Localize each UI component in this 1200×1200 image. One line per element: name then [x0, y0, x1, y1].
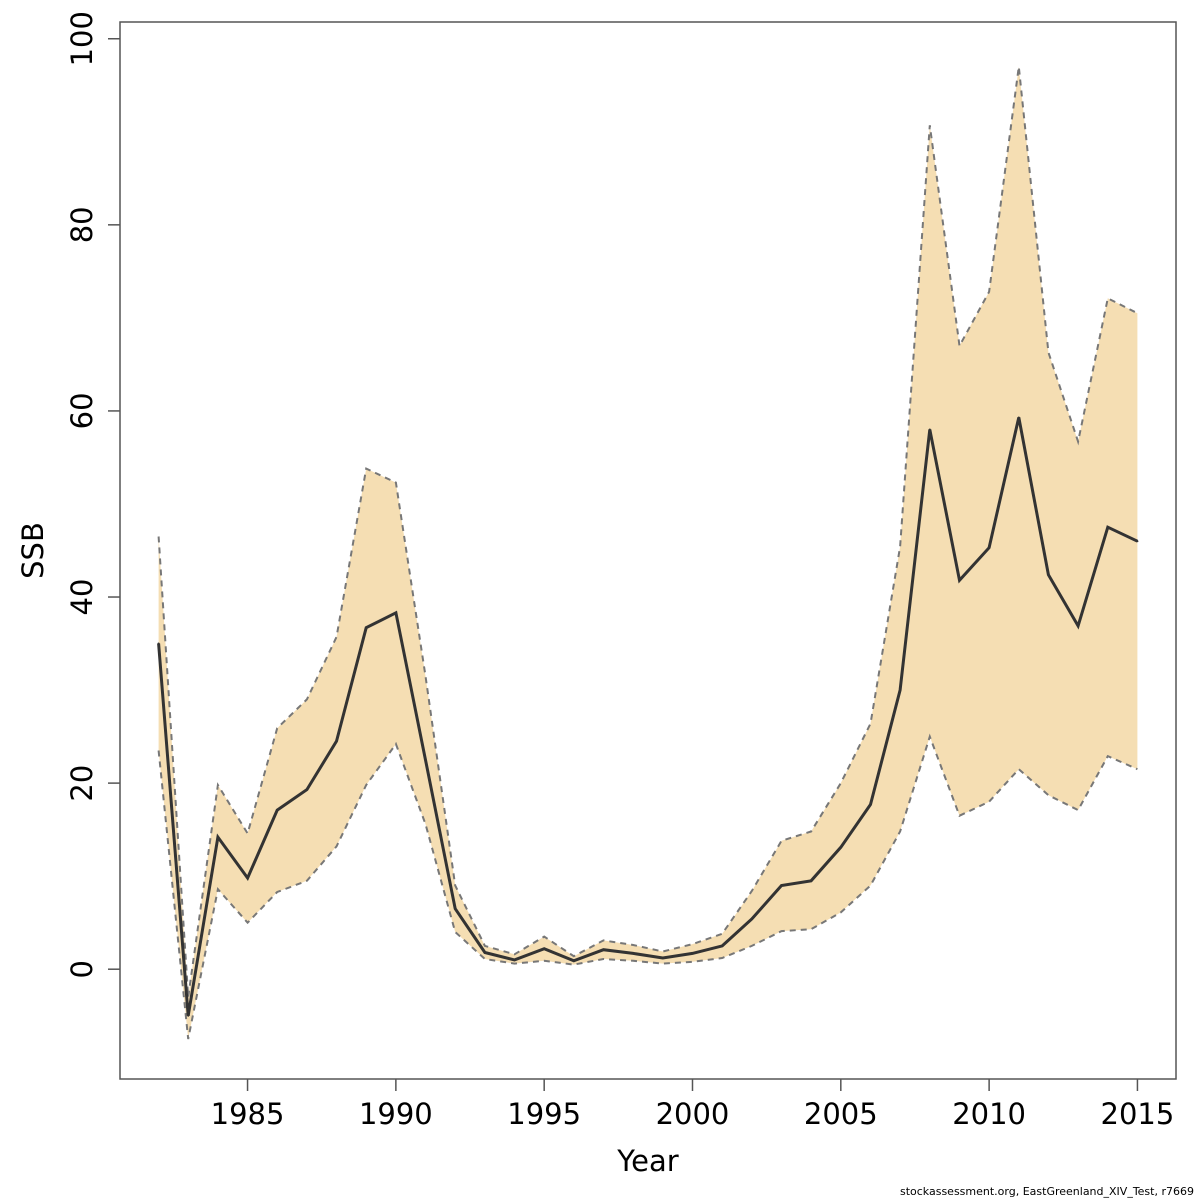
ssb-point-2007	[899, 689, 902, 692]
ssb-point-2009	[958, 579, 961, 582]
ssb-point-1994	[513, 958, 516, 961]
y-tick-label: 0	[65, 960, 99, 978]
x-tick-label: 1990	[359, 1097, 433, 1131]
ssb-point-1987	[305, 788, 308, 791]
ssb-point-1983	[187, 1014, 190, 1017]
y-axis: 0 20 40 60 80 100	[65, 11, 120, 978]
ssb-point-1997	[602, 948, 605, 951]
y-tick-label: 60	[65, 392, 99, 429]
ssb-point-2013	[1077, 624, 1080, 627]
ssb-point-2011	[1017, 416, 1020, 419]
y-tick-label: 40	[65, 579, 99, 616]
footer-credit: stockassessment.org, EastGreenland_XIV_T…	[899, 1185, 1194, 1198]
ssb-point-1996	[572, 959, 575, 962]
ssb-point-2006	[869, 803, 872, 806]
ssb-point-1985	[246, 877, 249, 880]
ssb-estimate-line	[157, 417, 1139, 1016]
plot-frame	[119, 21, 1177, 1080]
ssb-point-1989	[365, 626, 368, 629]
ssb-point-1986	[276, 809, 279, 812]
x-tick-label: 1985	[211, 1097, 285, 1131]
ssb-point-1991	[424, 758, 427, 761]
ssb-point-1999	[661, 957, 664, 960]
ssb-point-1992	[454, 907, 457, 910]
y-tick-label: 80	[65, 206, 99, 243]
ssb-point-1993	[483, 951, 486, 954]
ssb-point-1982	[157, 642, 160, 645]
ssb-point-2008	[928, 428, 931, 431]
x-tick-label: 2015	[1101, 1097, 1175, 1131]
ssb-point-2003	[780, 884, 783, 887]
ssb-point-2010	[988, 546, 991, 549]
ssb-point-2002	[750, 917, 753, 920]
ssb-point-1988	[335, 740, 338, 743]
x-tick-label: 2005	[804, 1097, 878, 1131]
ssb-point-1995	[543, 947, 546, 950]
upper-bound-line	[157, 66, 1138, 998]
y-tick-label: 20	[65, 765, 99, 802]
ssb-point-2014	[1106, 526, 1109, 529]
ssb-point-2012	[1047, 573, 1050, 576]
ssb-point-1984	[216, 836, 219, 839]
ssb-point-2001	[721, 944, 724, 947]
y-tick-label: 100	[65, 11, 99, 66]
y-axis-title: SSB	[16, 522, 50, 579]
x-tick-label: 1995	[507, 1097, 581, 1131]
x-tick-label: 2010	[952, 1097, 1026, 1131]
ssb-point-1998	[632, 952, 635, 955]
ssb-point-2004	[810, 879, 813, 882]
x-tick-label: 2000	[656, 1097, 730, 1131]
ssb-point-1990	[394, 611, 397, 614]
x-axis-title: Year	[616, 1144, 678, 1178]
confidence-band	[158, 66, 1138, 1039]
lower-bound-line	[157, 733, 1138, 1040]
x-axis: 1985 1990 1995 2000 2005 2010 2015	[211, 1079, 1175, 1131]
ssb-point-2000	[691, 952, 694, 955]
ssb-point-2015	[1136, 540, 1139, 543]
ssb-point-2005	[839, 846, 842, 849]
